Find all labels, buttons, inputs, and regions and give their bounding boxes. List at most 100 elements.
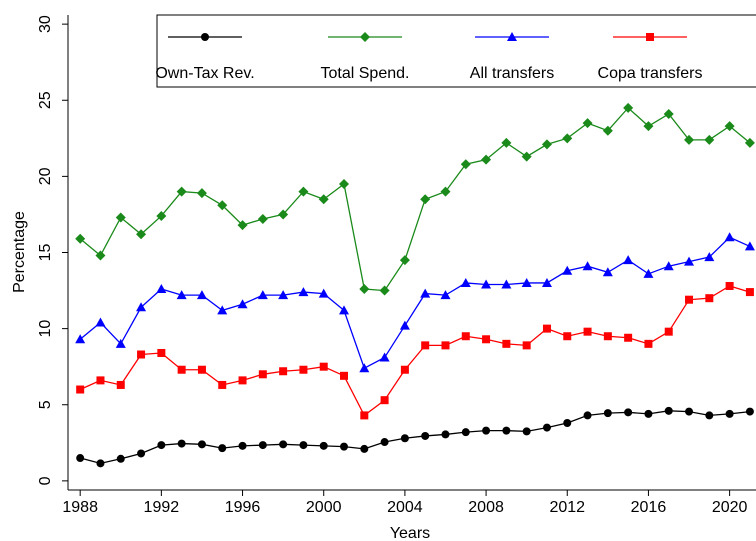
marker (176, 290, 187, 300)
marker (724, 121, 735, 132)
marker (380, 438, 389, 447)
marker (157, 441, 166, 450)
marker (563, 419, 572, 428)
marker (461, 332, 470, 341)
marker (298, 186, 309, 197)
marker (663, 108, 674, 119)
y-tick-label: 5 (37, 400, 54, 409)
marker (725, 281, 734, 290)
x-tick-label: 2000 (306, 499, 342, 516)
marker (156, 210, 167, 221)
marker (137, 350, 146, 359)
marker (399, 320, 410, 330)
marker (359, 363, 370, 373)
x-tick-label: 2008 (468, 499, 504, 516)
marker (136, 229, 147, 240)
marker (562, 265, 573, 275)
marker (664, 406, 673, 415)
series-line (79, 106, 751, 292)
marker (299, 441, 308, 450)
series-line (79, 236, 751, 370)
marker (724, 232, 735, 242)
marker (440, 290, 451, 300)
legend-label: Own-Tax Rev. (155, 65, 254, 82)
marker (75, 334, 86, 344)
marker (380, 396, 389, 405)
marker (502, 339, 511, 348)
marker (521, 277, 532, 287)
legend-label: All transfers (470, 65, 554, 82)
x-tick-label: 2016 (631, 499, 667, 516)
marker (603, 332, 612, 341)
marker (218, 444, 227, 453)
marker (319, 441, 328, 450)
marker (502, 426, 511, 435)
marker (116, 454, 125, 463)
y-tick-label: 30 (37, 15, 54, 33)
marker (685, 407, 694, 416)
marker (421, 341, 430, 350)
marker (400, 434, 409, 443)
marker (623, 255, 634, 265)
marker (96, 459, 105, 468)
marker (663, 261, 674, 271)
marker (685, 295, 694, 304)
marker (217, 200, 228, 211)
legend-label: Copa transfers (598, 65, 703, 82)
marker (400, 365, 409, 374)
marker (481, 154, 492, 165)
marker (460, 159, 471, 170)
marker (582, 118, 593, 129)
marker (522, 427, 531, 436)
marker (521, 151, 532, 162)
marker (501, 137, 512, 148)
marker (725, 409, 734, 418)
marker (157, 348, 166, 357)
marker (420, 288, 431, 298)
marker (460, 277, 471, 287)
marker (218, 380, 227, 389)
marker (360, 411, 369, 420)
marker (278, 290, 289, 300)
marker (745, 407, 754, 416)
marker (217, 305, 228, 315)
marker (481, 279, 492, 289)
x-tick-label: 2012 (549, 499, 585, 516)
marker (278, 209, 289, 220)
marker (541, 139, 552, 150)
marker (237, 220, 248, 231)
marker (257, 290, 268, 300)
marker (583, 327, 592, 336)
marker (583, 411, 592, 420)
marker (440, 186, 451, 197)
marker (177, 365, 186, 374)
marker (339, 305, 350, 315)
marker (379, 352, 390, 362)
marker (744, 241, 755, 251)
marker (643, 121, 654, 132)
marker (507, 32, 517, 41)
marker (177, 439, 186, 448)
marker (684, 256, 695, 266)
marker (238, 441, 247, 450)
marker (643, 268, 654, 278)
x-axis-label: Years (390, 525, 430, 541)
x-tick-label: 1996 (225, 499, 261, 516)
marker (237, 299, 248, 309)
marker (196, 188, 207, 199)
legend-box (156, 14, 756, 88)
marker (705, 411, 714, 420)
marker (745, 288, 754, 297)
marker (96, 376, 105, 385)
marker (76, 385, 85, 394)
y-tick-label: 0 (37, 476, 54, 485)
marker (541, 277, 552, 287)
marker (582, 261, 593, 271)
marker (279, 367, 288, 376)
marker (318, 194, 329, 205)
marker (299, 365, 308, 374)
marker (137, 449, 146, 458)
marker (116, 380, 125, 389)
marker (360, 32, 370, 42)
marker (461, 428, 470, 437)
